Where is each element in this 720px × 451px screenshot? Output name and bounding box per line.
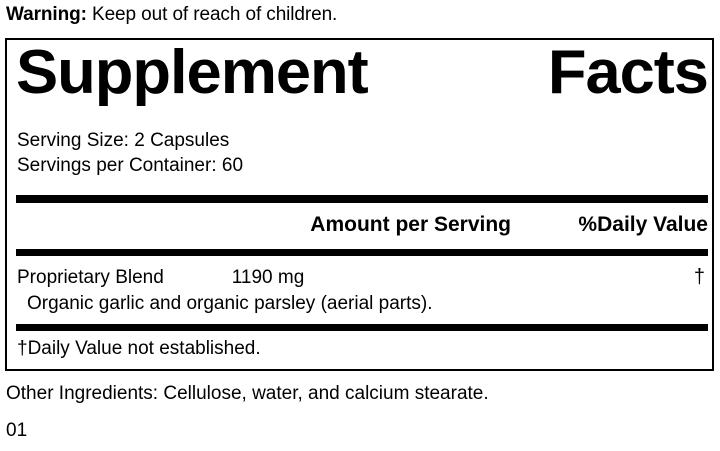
ingredient-sub-name: Organic garlic and organic parsley (aeri… xyxy=(27,293,433,314)
warning-text: Keep out of reach of children. xyxy=(86,4,338,25)
ingredient-daily-value: † xyxy=(693,266,705,288)
warning-label: Warning: xyxy=(6,4,87,25)
title-word-supplement: Supplement xyxy=(16,38,369,107)
column-header-amount-per-serving: Amount per Serving xyxy=(310,213,511,236)
title-word-facts: Facts xyxy=(547,38,709,107)
daily-value-footnote: †Daily Value not established. xyxy=(17,338,261,359)
servings-per-container: Servings per Container: 60 xyxy=(17,155,244,176)
other-ingredients: Other Ingredients: Cellulose, water, and… xyxy=(6,383,489,404)
ingredient-name: Proprietary Blend xyxy=(17,267,164,288)
serving-size: Serving Size: 2 Capsules xyxy=(17,130,230,151)
facts-panel: Supplement Facts Serving Size: 2 Capsule… xyxy=(5,38,714,371)
column-header-daily-value: %Daily Value xyxy=(578,213,708,236)
table-row: Organic garlic and organic parsley (aeri… xyxy=(16,291,708,316)
rule-above-headers xyxy=(16,195,708,203)
revision-code: 01 xyxy=(6,420,28,441)
table-row: Proprietary Blend 1190 mg † xyxy=(16,265,708,290)
warning-statement: Warning: Keep out of reach of children. xyxy=(6,3,337,27)
serving-information: Serving Size: 2 Capsules Servings per Co… xyxy=(17,128,243,178)
ingredient-amount: 1190 mg xyxy=(231,267,305,288)
column-header-row: Amount per Serving %Daily Value xyxy=(16,208,708,242)
page-title: Supplement Facts xyxy=(16,38,709,107)
rule-below-headers xyxy=(16,249,708,256)
rule-above-footnote xyxy=(16,324,708,331)
